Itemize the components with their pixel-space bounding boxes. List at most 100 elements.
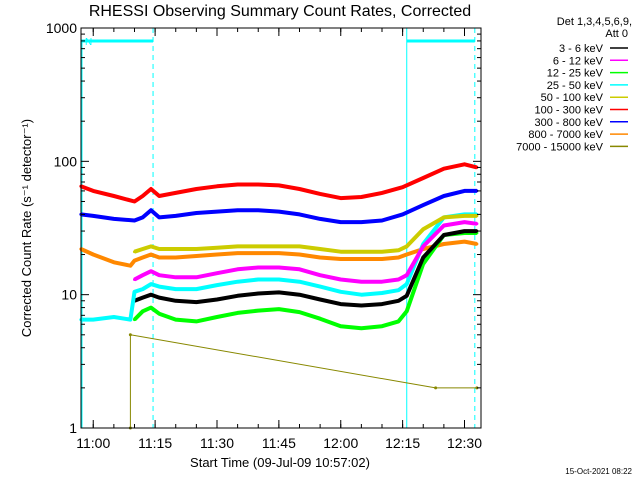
series-point (396, 288, 400, 292)
series-point (157, 255, 161, 259)
series-line (80, 162, 478, 204)
x-tick-label: 11:15 (138, 435, 172, 451)
series-point (475, 229, 479, 233)
series-point (396, 277, 400, 281)
series-point (462, 214, 466, 218)
series-point (318, 297, 322, 301)
series-point (256, 292, 260, 296)
series-point (462, 189, 466, 193)
series-point (149, 269, 153, 273)
series-point (194, 300, 198, 304)
x-tick-label: 11:30 (200, 435, 234, 451)
series-point (174, 318, 178, 322)
timestamp: 15-Oct-2021 08:22 (565, 467, 632, 476)
legend-header-line-1: Det 1,3,4,5,6,9, (557, 16, 632, 28)
series-point (215, 253, 219, 257)
series-point (215, 315, 219, 319)
series-point (132, 199, 136, 203)
series-point (359, 303, 363, 307)
legend-label: 7000 - 15000 keV (516, 141, 604, 153)
series-point (297, 212, 301, 216)
series-point (297, 187, 301, 191)
series-point (380, 257, 384, 261)
series-point (405, 309, 409, 313)
series-point (174, 191, 178, 195)
series-point (359, 250, 363, 254)
series-point (339, 302, 343, 306)
series-point (297, 267, 301, 271)
series-point (215, 271, 219, 275)
series-point (297, 310, 301, 314)
series-point (174, 275, 178, 279)
series-point (339, 220, 343, 224)
series-point (91, 318, 95, 322)
series-point (128, 318, 132, 322)
series-point (396, 299, 400, 303)
legend-label: 100 - 300 keV (535, 105, 604, 117)
series-point (236, 251, 240, 255)
series-point (339, 290, 343, 294)
series-point (174, 299, 178, 303)
series-point (194, 275, 198, 279)
series-point (475, 214, 479, 218)
series-point (194, 247, 198, 251)
series-point (277, 183, 281, 187)
x-tick-label: 12:00 (323, 435, 358, 451)
series-point (396, 255, 400, 259)
series-point (475, 222, 479, 226)
series-point (277, 265, 281, 269)
legend-label: 800 - 7000 keV (528, 129, 603, 141)
series-point (442, 194, 446, 198)
series-point (339, 324, 343, 328)
series-point (405, 253, 409, 257)
series-point (339, 196, 343, 200)
series-point (194, 319, 198, 323)
x-tick-label: 11:00 (76, 435, 110, 451)
y-tick-label: 10 (61, 287, 77, 303)
series-point (236, 208, 240, 212)
series-point (277, 307, 281, 311)
x-tick-label: 12:15 (385, 435, 420, 451)
series-point (359, 326, 363, 330)
series-point (380, 280, 384, 284)
series-point (112, 194, 116, 198)
legend-label: 6 - 12 keV (553, 55, 604, 67)
series-point (157, 194, 161, 198)
series-point (215, 297, 219, 301)
x-axis-label: Start Time (09-Jul-09 10:57:02) (190, 455, 370, 470)
series-point (149, 282, 153, 286)
series-point (149, 293, 153, 297)
chart-title: RHESSI Observing Summary Count Rates, Co… (89, 3, 471, 20)
series-point (256, 277, 260, 281)
series-point (462, 229, 466, 233)
series-point (132, 250, 136, 254)
flag-label: N (85, 37, 92, 48)
series-point (396, 319, 400, 323)
series-point (359, 195, 363, 199)
plot-frame (80, 27, 482, 429)
series-point (421, 176, 425, 180)
series-point (194, 287, 198, 291)
series-point (297, 293, 301, 297)
series-layer (79, 162, 479, 430)
series-point (91, 189, 95, 193)
series-point (462, 220, 466, 224)
y-tick-label: 1 (69, 420, 77, 436)
series-point (141, 273, 145, 277)
series-point (157, 273, 161, 277)
series-point (434, 386, 438, 390)
legend-label: 50 - 100 keV (541, 92, 604, 104)
series-point (194, 254, 198, 258)
series-point (256, 208, 260, 212)
series-point (157, 312, 161, 316)
series-point (405, 282, 409, 286)
series-point (462, 162, 466, 166)
series-point (396, 248, 400, 252)
series-point (318, 192, 322, 196)
series-line (133, 220, 478, 284)
x-tick-label: 11:45 (262, 435, 296, 451)
legend-label: 12 - 25 keV (547, 68, 604, 80)
series-point (297, 253, 301, 257)
series-point (112, 315, 116, 319)
y-axis-label: Corrected Count Rate (s⁻¹ detector⁻¹) (19, 119, 34, 337)
